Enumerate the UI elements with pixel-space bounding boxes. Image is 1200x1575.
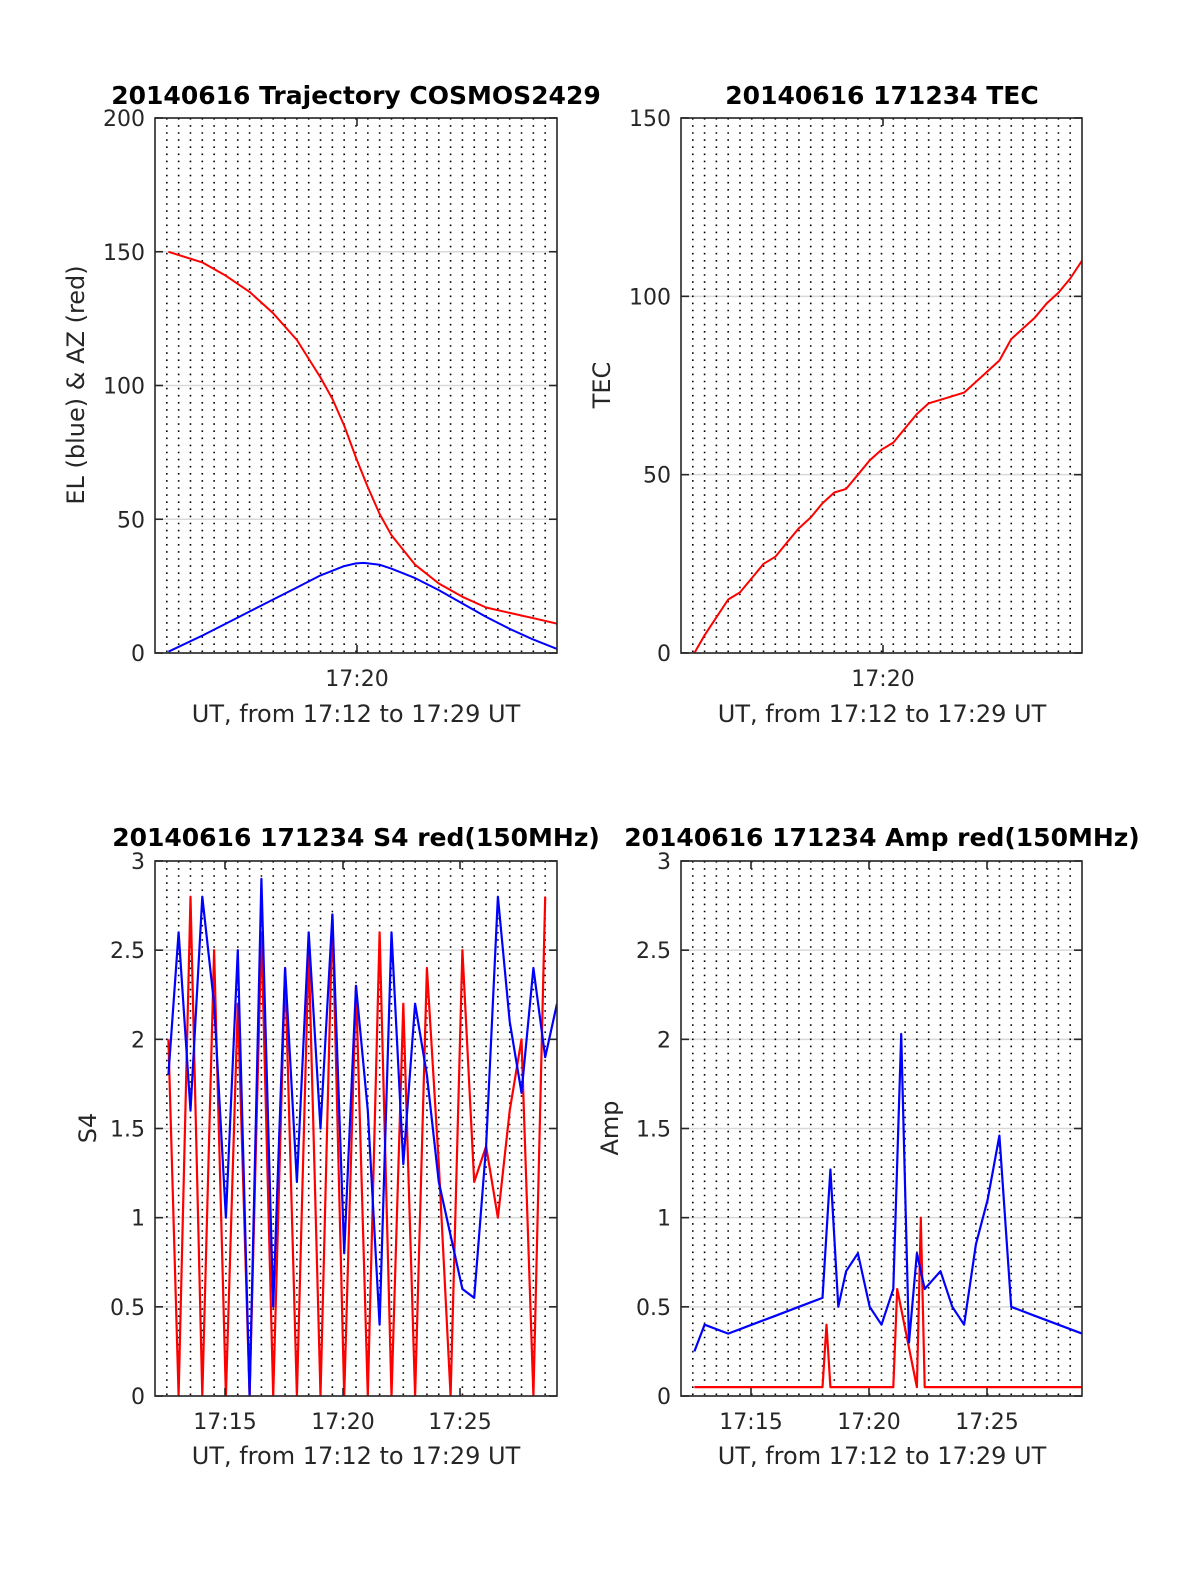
s4-ytick-label: 3 <box>131 850 145 875</box>
trajectory-series-line <box>167 561 557 653</box>
tec-grid <box>681 117 1082 654</box>
trajectory-xlabel: UT, from 17:12 to 17:29 UT <box>192 700 521 728</box>
amp-ytick-label: 3 <box>657 850 671 875</box>
tec-ylabel: TEC <box>588 362 616 410</box>
amp-grid <box>681 860 1082 1397</box>
amp-xtick-label: 17:15 <box>719 1410 782 1435</box>
amp-series-line <box>693 1032 1082 1352</box>
s4-ytick-label: 0 <box>131 1385 145 1410</box>
amp-xtick-label: 17:20 <box>837 1410 900 1435</box>
tec-ytick-label: 100 <box>629 285 671 310</box>
s4-xtick-label: 17:20 <box>311 1410 374 1435</box>
tec-ytick-label: 150 <box>629 107 671 132</box>
s4-ytick-label: 0.5 <box>110 1296 145 1321</box>
s4-ytick-label: 2 <box>131 1028 145 1053</box>
trajectory-ytick-label: 0 <box>131 642 145 667</box>
s4-series-line <box>167 877 557 1396</box>
amp-ytick-label: 1.5 <box>636 1118 671 1143</box>
s4-xtick-label: 17:15 <box>193 1410 256 1435</box>
s4-panel: 20140616 171234 S4 red(150MHz) UT, from … <box>74 823 600 1470</box>
amp-ytick-label: 2.5 <box>636 939 671 964</box>
trajectory-ylabel: EL (blue) & AZ (red) <box>62 265 90 504</box>
amp-panel: 20140616 171234 Amp red(150MHz) UT, from… <box>596 823 1140 1470</box>
amp-ytick-label: 0.5 <box>636 1296 671 1321</box>
s4-xtick-label: 17:25 <box>428 1410 491 1435</box>
tec-xlabel: UT, from 17:12 to 17:29 UT <box>718 700 1047 728</box>
trajectory-ytick-label: 50 <box>117 508 145 533</box>
tec-title: 20140616 171234 TEC <box>725 81 1038 110</box>
s4-ytick-label: 1.5 <box>110 1118 145 1143</box>
amp-ytick-label: 2 <box>657 1028 671 1053</box>
trajectory-xtick-label: 17:20 <box>325 667 388 692</box>
amp-ylabel: Amp <box>596 1100 624 1155</box>
s4-ytick-label: 2.5 <box>110 939 145 964</box>
tec-ytick-label: 50 <box>643 464 671 489</box>
s4-title: 20140616 171234 S4 red(150MHz) <box>112 823 600 852</box>
trajectory-series-line <box>168 250 557 625</box>
amp-title: 20140616 171234 Amp red(150MHz) <box>624 823 1140 852</box>
amp-series-line <box>694 1216 1082 1389</box>
tec-axes-box <box>680 117 1083 654</box>
trajectory-title: 20140616 Trajectory COSMOS2429 <box>111 81 601 110</box>
tec-ytick-label: 0 <box>657 642 671 667</box>
tec-xtick-label: 17:20 <box>851 667 914 692</box>
amp-xlabel: UT, from 17:12 to 17:29 UT <box>718 1442 1047 1470</box>
trajectory-ytick-label: 150 <box>103 241 145 266</box>
tec-series-line <box>693 260 1082 653</box>
s4-ytick-label: 1 <box>131 1207 145 1232</box>
s4-ylabel: S4 <box>74 1113 102 1144</box>
trajectory-ytick-label: 100 <box>103 375 145 400</box>
amp-ytick-label: 1 <box>657 1207 671 1232</box>
trajectory-grid <box>155 117 557 654</box>
amp-xtick-label: 17:25 <box>955 1410 1018 1435</box>
trajectory-ytick-label: 200 <box>103 107 145 132</box>
trajectory-panel: 20140616 Trajectory COSMOS2429 UT, from … <box>62 81 601 728</box>
tec-panel: 20140616 171234 TEC UT, from 17:12 to 17… <box>588 81 1083 728</box>
s4-xlabel: UT, from 17:12 to 17:29 UT <box>192 1442 521 1470</box>
amp-ytick-label: 0 <box>657 1385 671 1410</box>
